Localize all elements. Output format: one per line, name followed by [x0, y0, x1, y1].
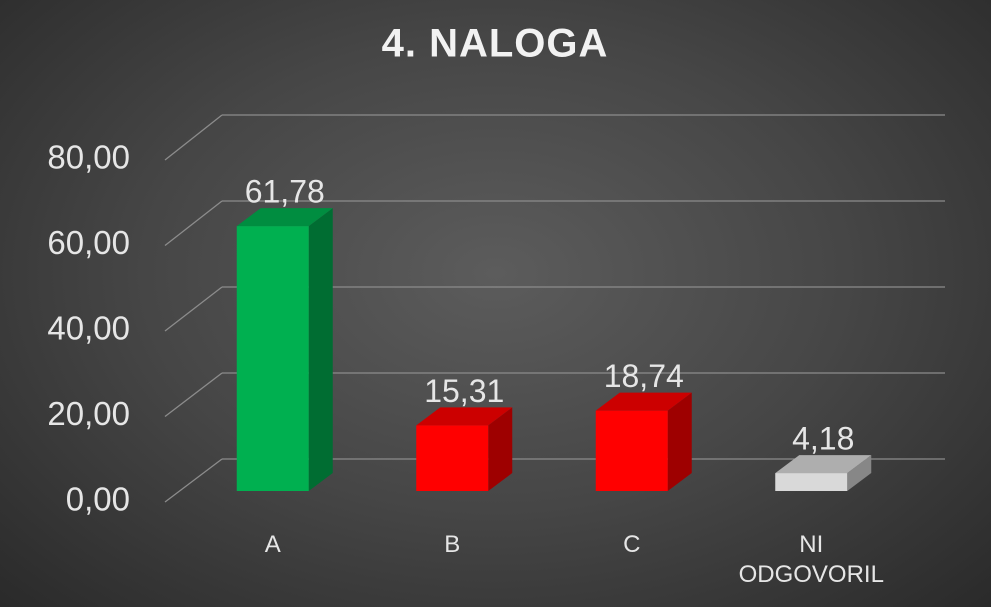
bar-top	[775, 455, 872, 474]
y-tick-label: 0,00	[66, 481, 130, 518]
value-label: 4,18	[792, 421, 854, 457]
bar-side	[847, 455, 872, 491]
value-label: 15,31	[424, 373, 504, 409]
x-tick-label: NI ODGOVORIL	[738, 531, 884, 588]
bar-top	[416, 407, 513, 426]
value-label: 18,74	[604, 358, 684, 394]
bar-side	[308, 208, 333, 491]
grid-line	[164, 114, 223, 161]
grid-line	[164, 286, 223, 332]
grid-line	[164, 458, 223, 503]
bar-top	[595, 392, 692, 411]
bar-side	[488, 407, 513, 491]
y-tick-label: 40,00	[47, 310, 130, 347]
y-tick-label: 60,00	[47, 224, 130, 261]
y-tick-label: 20,00	[47, 395, 130, 432]
bar	[416, 425, 489, 491]
bar-top	[236, 208, 333, 227]
bar	[595, 410, 668, 491]
bar-side	[667, 392, 692, 491]
grid-line	[164, 200, 223, 247]
x-tick-label: C	[623, 531, 641, 558]
x-tick-label: B	[444, 531, 461, 558]
x-tick-label: A	[264, 531, 281, 558]
y-tick-label: 80,00	[47, 139, 130, 176]
grid-line	[164, 372, 223, 418]
chart-title: 4. NALOGA	[382, 22, 609, 66]
bar	[236, 226, 309, 491]
bar	[775, 473, 848, 491]
value-label: 61,78	[245, 174, 325, 210]
